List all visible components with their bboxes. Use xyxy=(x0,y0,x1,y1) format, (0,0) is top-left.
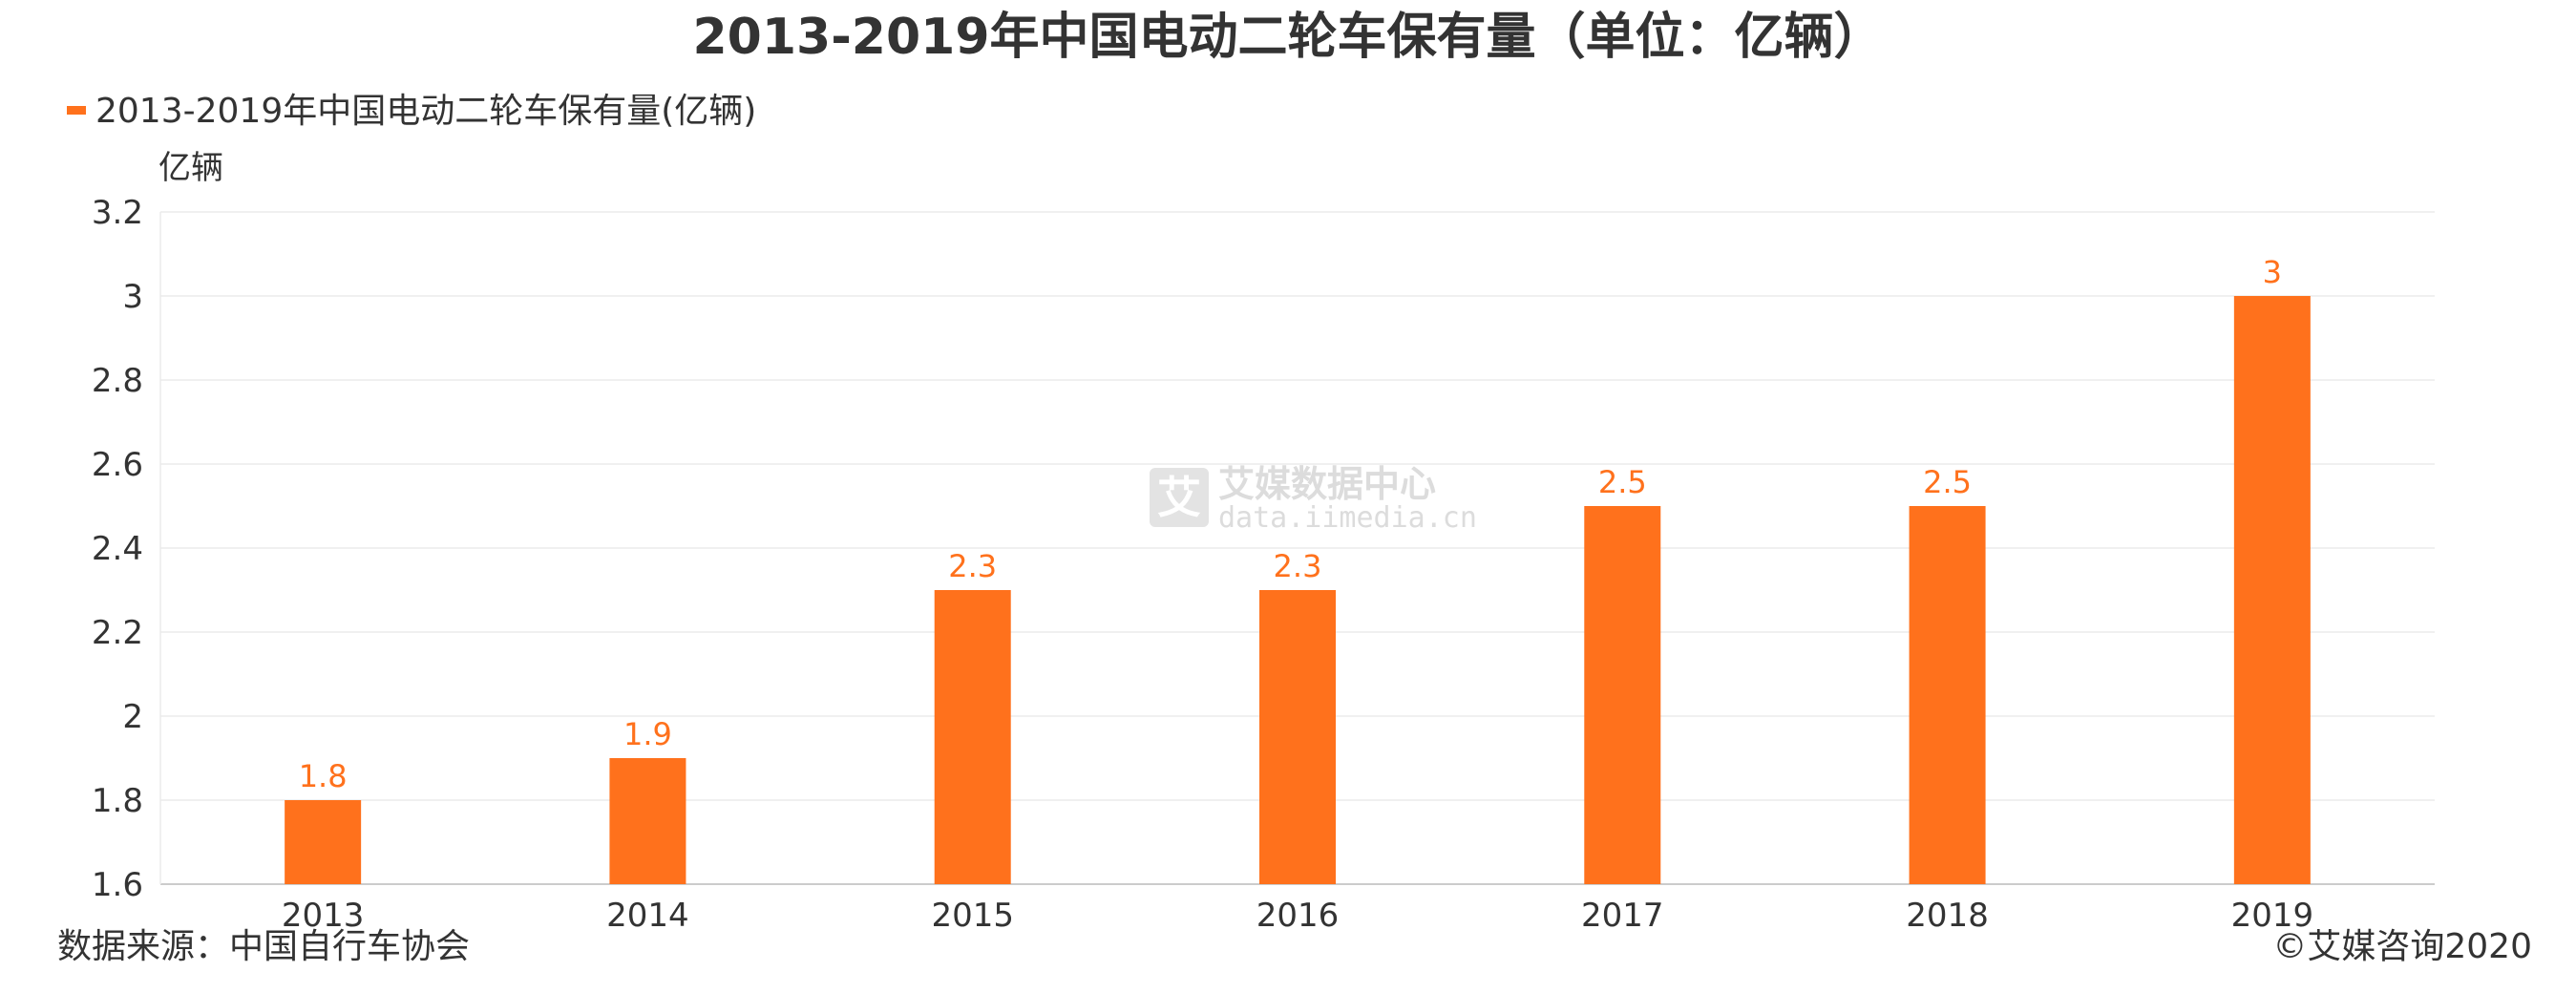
value-label-2013: 1.8 xyxy=(299,758,348,794)
legend-swatch xyxy=(67,106,86,115)
value-label-2015: 2.3 xyxy=(948,548,997,584)
data-source: 数据来源：中国自行车协会 xyxy=(57,927,470,966)
legend-label: 2013-2019年中国电动二轮车保有量(亿辆) xyxy=(95,92,756,131)
y-tick-label: 3 xyxy=(122,278,143,316)
watermark: 艾 艾媒数据中心 data.iimedia.cn xyxy=(1150,463,1477,535)
watermark-logo-icon xyxy=(1150,468,1209,527)
bar-2014[interactable] xyxy=(609,758,686,884)
y-axis-ticks: 1.6 1.8 2 2.2 2.4 2.6 2.8 3 3.2 xyxy=(92,194,143,904)
x-tick-label-2013: 2013 xyxy=(282,897,365,935)
watermark-url: data.iimedia.cn xyxy=(1218,501,1477,535)
watermark-cn: 艾媒数据中心 xyxy=(1218,463,1436,505)
y-tick-label: 2 xyxy=(122,698,143,736)
bar-2016[interactable] xyxy=(1259,590,1336,884)
y-tick-label: 1.6 xyxy=(92,866,143,904)
x-tick-label-2019: 2019 xyxy=(2231,897,2314,935)
y-tick-label: 2.2 xyxy=(92,614,143,652)
bar-2013[interactable] xyxy=(285,800,362,884)
value-label-2017: 2.5 xyxy=(1598,464,1647,500)
y-axis-unit-label: 亿辆 xyxy=(158,149,223,187)
y-tick-label: 2.4 xyxy=(92,530,143,568)
x-tick-label-2016: 2016 xyxy=(1256,897,1340,935)
value-label-2014: 1.9 xyxy=(623,716,672,752)
value-labels: 1.8 1.9 2.3 2.3 2.5 2.5 3 xyxy=(299,254,2282,794)
watermark-logo-char: 艾 xyxy=(1157,472,1201,523)
x-axis-ticks: 2013 2014 2015 2016 2017 2018 2019 xyxy=(282,897,2313,935)
y-tick-label: 3.2 xyxy=(92,194,143,232)
legend[interactable]: 2013-2019年中国电动二轮车保有量(亿辆) xyxy=(67,92,756,131)
bar-2018[interactable] xyxy=(1909,506,1986,884)
copyright: ©艾媒咨询2020 xyxy=(2272,927,2532,966)
value-label-2019: 3 xyxy=(2263,254,2282,290)
x-tick-label-2018: 2018 xyxy=(1906,897,1989,935)
y-tick-label: 1.8 xyxy=(92,782,143,820)
bar-2015[interactable] xyxy=(934,590,1011,884)
x-tick-label-2014: 2014 xyxy=(606,897,689,935)
chart-title: 2013-2019年中国电动二轮车保有量（单位：亿辆） xyxy=(692,9,1883,66)
x-tick-label-2015: 2015 xyxy=(931,897,1014,935)
bar-2019[interactable] xyxy=(2233,296,2311,884)
x-tick-label-2017: 2017 xyxy=(1581,897,1664,935)
bars xyxy=(285,296,2311,884)
y-tick-label: 2.6 xyxy=(92,446,143,484)
value-label-2016: 2.3 xyxy=(1274,548,1322,584)
y-tick-label: 2.8 xyxy=(92,362,143,400)
bar-2017[interactable] xyxy=(1584,506,1661,884)
value-label-2018: 2.5 xyxy=(1923,464,1972,500)
